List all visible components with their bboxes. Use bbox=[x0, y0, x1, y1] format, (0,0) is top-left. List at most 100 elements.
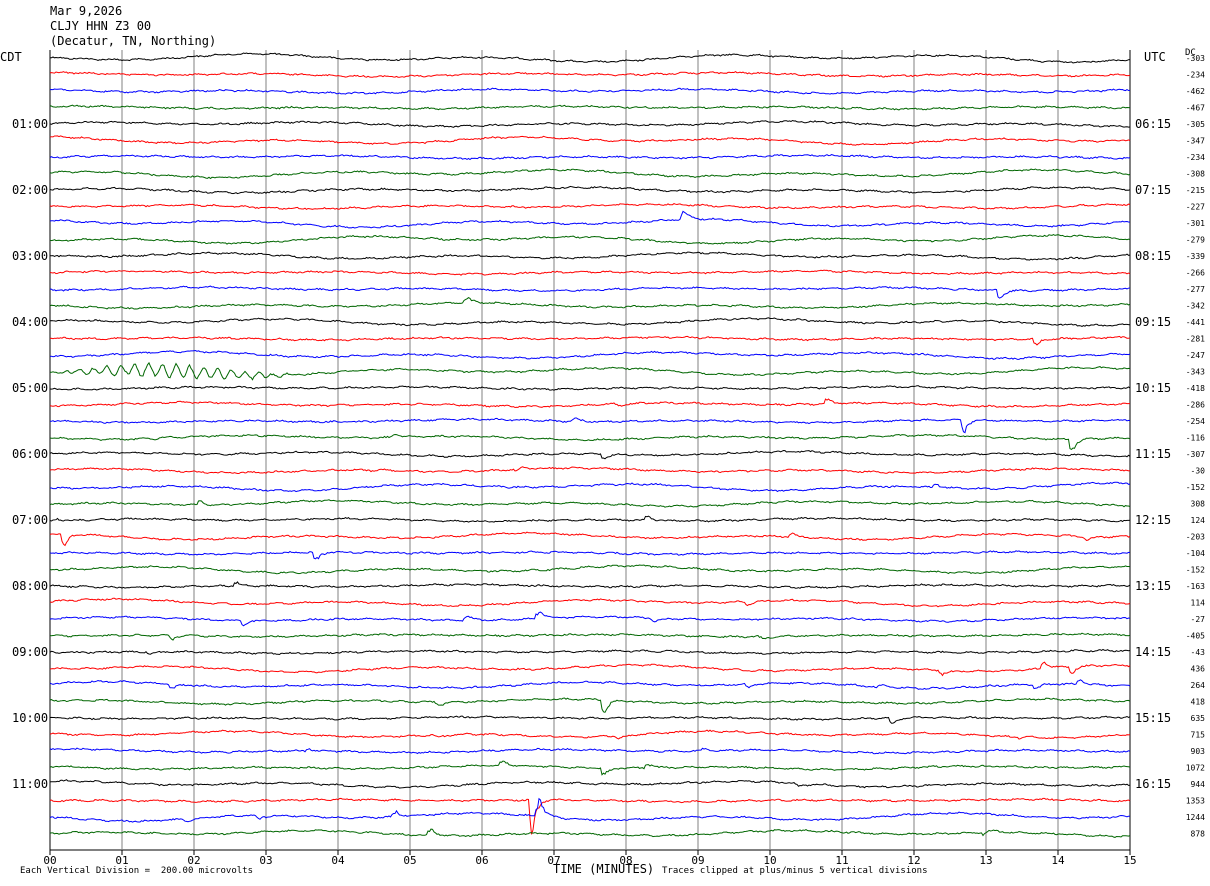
right-time-label: 06:15 bbox=[1135, 117, 1171, 131]
right-time-label: 09:15 bbox=[1135, 315, 1171, 329]
left-time-label: 07:00 bbox=[12, 513, 48, 527]
trace-row-21 bbox=[49, 398, 1131, 409]
trace-row-0 bbox=[49, 52, 1131, 64]
dc-offset-label: -279 bbox=[1186, 236, 1205, 245]
dc-offset-label: -301 bbox=[1186, 219, 1205, 228]
trace-row-18 bbox=[49, 349, 1131, 360]
dc-offset-label: -163 bbox=[1186, 582, 1205, 591]
dc-offset-label: 1353 bbox=[1186, 797, 1205, 806]
dc-offset-label: -405 bbox=[1186, 632, 1205, 641]
left-axis-label: CDT bbox=[0, 50, 22, 64]
right-time-label: 07:15 bbox=[1135, 183, 1171, 197]
trace-row-45 bbox=[49, 797, 1131, 835]
left-time-label: 01:00 bbox=[12, 117, 48, 131]
right-time-label: 14:15 bbox=[1135, 645, 1171, 659]
trace-row-38 bbox=[49, 679, 1131, 690]
header-date: Mar 9,2026 bbox=[50, 4, 123, 18]
dc-offset-label: 635 bbox=[1191, 714, 1206, 723]
x-tick-label: 11 bbox=[835, 854, 848, 867]
dc-offset-label: -303 bbox=[1186, 54, 1205, 63]
trace-row-33 bbox=[49, 597, 1131, 608]
left-time-label: 05:00 bbox=[12, 381, 48, 395]
dc-offset-label: -343 bbox=[1186, 368, 1205, 377]
trace-row-39 bbox=[49, 697, 1131, 713]
trace-row-4 bbox=[49, 119, 1131, 128]
dc-offset-label: -247 bbox=[1186, 351, 1205, 360]
dc-label: DC bbox=[1185, 48, 1196, 58]
trace-row-19 bbox=[50, 361, 1131, 381]
x-tick-label: 09 bbox=[691, 854, 704, 867]
dc-offset-label: -234 bbox=[1186, 153, 1205, 162]
dc-offset-label: -104 bbox=[1186, 549, 1205, 558]
right-time-label: 12:15 bbox=[1135, 513, 1171, 527]
right-axis-label: UTC bbox=[1144, 50, 1166, 64]
right-time-label: 16:15 bbox=[1135, 777, 1171, 791]
dc-offset-label: -467 bbox=[1186, 104, 1205, 113]
trace-row-14 bbox=[49, 285, 1131, 299]
left-time-label: 11:00 bbox=[12, 777, 48, 791]
dc-offset-label: -462 bbox=[1186, 87, 1205, 96]
trace-row-44 bbox=[49, 779, 1131, 789]
dc-offset-label: -277 bbox=[1186, 285, 1205, 294]
dc-offset-label: -234 bbox=[1186, 71, 1205, 80]
dc-offset-label: 903 bbox=[1191, 747, 1206, 756]
left-time-label: 02:00 bbox=[12, 183, 48, 197]
trace-row-17 bbox=[49, 335, 1131, 346]
trace-row-16 bbox=[49, 317, 1131, 327]
trace-row-22 bbox=[49, 417, 1131, 434]
header-station: CLJY HHN Z3 00 bbox=[50, 19, 152, 33]
x-tick-label: 13 bbox=[979, 854, 992, 867]
trace-row-36 bbox=[49, 648, 1131, 656]
trace-row-46 bbox=[49, 797, 1131, 823]
x-tick-label: 01 bbox=[115, 854, 128, 867]
trace-row-1 bbox=[49, 71, 1131, 78]
left-time-label: 03:00 bbox=[12, 249, 48, 263]
dc-offset-label: 264 bbox=[1191, 681, 1206, 690]
dc-offset-label: 1072 bbox=[1186, 764, 1205, 773]
dc-offset-label: -254 bbox=[1186, 417, 1205, 426]
trace-row-37 bbox=[49, 661, 1131, 677]
right-time-label: 15:15 bbox=[1135, 711, 1171, 725]
dc-offset-label: -215 bbox=[1186, 186, 1205, 195]
trace-row-13 bbox=[49, 269, 1131, 276]
dc-offset-label: 114 bbox=[1191, 599, 1206, 608]
trace-row-11 bbox=[49, 234, 1131, 245]
x-tick-label: 05 bbox=[403, 854, 416, 867]
x-axis-title: TIME (MINUTES) bbox=[553, 862, 655, 876]
trace-row-7 bbox=[49, 168, 1131, 180]
dc-offset-label: 418 bbox=[1191, 698, 1206, 707]
dc-offset-label: -152 bbox=[1186, 483, 1205, 492]
dc-offset-label: -266 bbox=[1186, 269, 1205, 278]
dc-offset-label: -227 bbox=[1186, 203, 1205, 212]
x-tick-label: 06 bbox=[475, 854, 488, 867]
dc-offset-label: -27 bbox=[1191, 615, 1206, 624]
dc-offset-label: 944 bbox=[1191, 780, 1206, 789]
left-time-label: 09:00 bbox=[12, 645, 48, 659]
x-tick-label: 07 bbox=[547, 854, 560, 867]
left-time-label: 08:00 bbox=[12, 579, 48, 593]
trace-row-15 bbox=[49, 297, 1131, 310]
trace-row-6 bbox=[49, 154, 1131, 161]
dc-offset-label: -286 bbox=[1186, 401, 1205, 410]
trace-row-29 bbox=[49, 531, 1131, 547]
dc-offset-label: -305 bbox=[1186, 120, 1205, 129]
trace-row-42 bbox=[49, 747, 1131, 755]
trace-row-23 bbox=[49, 433, 1131, 450]
trace-row-5 bbox=[49, 135, 1131, 146]
dc-offset-label: -281 bbox=[1186, 335, 1205, 344]
dc-offset-label: -418 bbox=[1186, 384, 1205, 393]
dc-offset-label: -43 bbox=[1191, 648, 1206, 657]
dc-offset-label: 436 bbox=[1191, 665, 1206, 674]
x-tick-label: 03 bbox=[259, 854, 272, 867]
x-tick-label: 00 bbox=[43, 854, 56, 867]
trace-row-31 bbox=[49, 564, 1131, 575]
trace-row-25 bbox=[49, 466, 1131, 474]
header-location: (Decatur, TN, Northing) bbox=[50, 34, 217, 48]
trace-row-34 bbox=[49, 611, 1131, 627]
left-time-label: 06:00 bbox=[12, 447, 48, 461]
trace-row-28 bbox=[49, 515, 1131, 523]
dc-offset-label: -308 bbox=[1186, 170, 1205, 179]
trace-row-24 bbox=[49, 449, 1131, 460]
dc-offset-label: 878 bbox=[1191, 830, 1206, 839]
